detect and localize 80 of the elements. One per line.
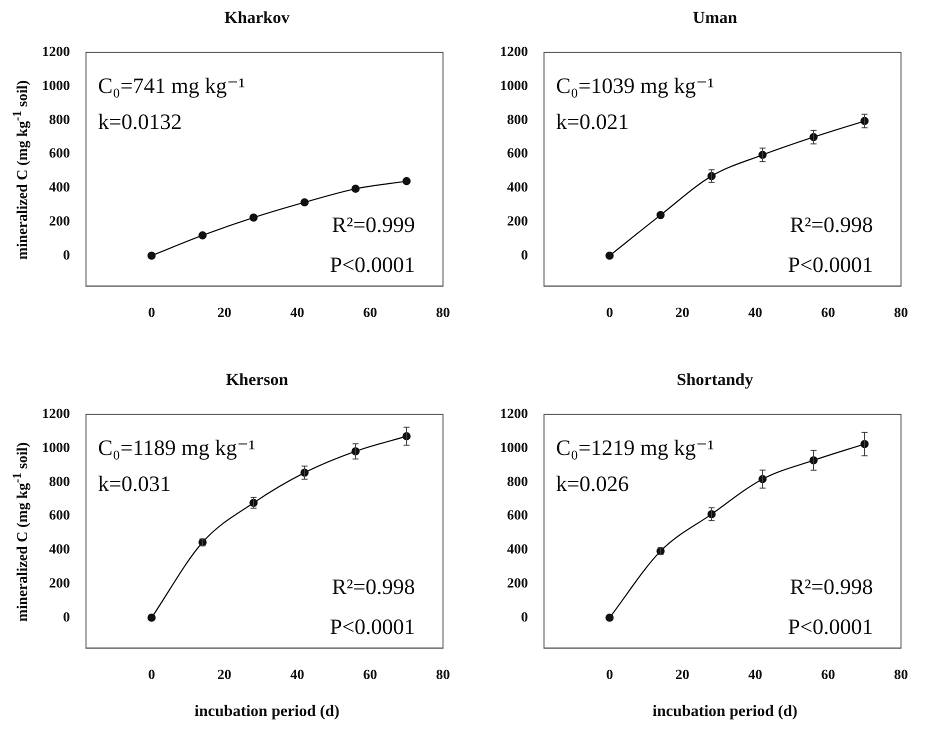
x-tick-label: 20 xyxy=(675,668,690,684)
x-axis-title: incubation period (d) xyxy=(652,702,798,722)
y-tick-label: 1200 xyxy=(500,407,528,422)
annotation: R²=0.998 xyxy=(790,212,873,237)
chart-title: Uman xyxy=(692,8,738,29)
annotation: k=0.0132 xyxy=(98,109,182,134)
x-axis-title: incubation period (d) xyxy=(194,702,340,722)
point xyxy=(605,252,614,260)
x-tick-label: 20 xyxy=(675,306,690,322)
point xyxy=(147,614,156,622)
chart-title: Shortandy xyxy=(676,370,754,391)
y-tick-label: 0 xyxy=(63,610,70,626)
y-tick-label: 800 xyxy=(49,474,70,490)
x-tick-label: 40 xyxy=(748,306,762,322)
x-tick-label: 80 xyxy=(436,668,450,684)
point xyxy=(147,252,156,260)
x-tick-label: 80 xyxy=(436,306,450,322)
y-tick-label: 1000 xyxy=(500,78,528,94)
annotation: k=0.026 xyxy=(556,471,629,496)
x-tick-label: 40 xyxy=(290,668,304,684)
y-tick-label: 1000 xyxy=(42,78,70,94)
x-tick-label: 20 xyxy=(217,306,232,322)
point xyxy=(249,213,258,222)
x-tick-label: 60 xyxy=(821,668,836,684)
annotation: R²=0.998 xyxy=(790,574,873,599)
y-tick-label: 800 xyxy=(507,474,528,490)
x-tick-label: 0 xyxy=(606,668,614,684)
annotation: C₀=1189 mg kg⁻¹ xyxy=(98,435,256,460)
y-tick-label: 1200 xyxy=(42,45,70,60)
y-tick-label: 400 xyxy=(49,542,70,558)
y-tick-label: 200 xyxy=(49,576,70,592)
y-tick-label: 800 xyxy=(507,112,528,128)
annotation: P<0.0001 xyxy=(330,614,415,639)
y-tick-label: 0 xyxy=(63,248,70,264)
annotation: k=0.021 xyxy=(556,109,629,134)
annotation: R²=0.998 xyxy=(332,574,415,599)
point xyxy=(605,614,614,622)
point xyxy=(198,231,207,240)
y-tick-label: 600 xyxy=(507,146,528,162)
y-tick-label: 200 xyxy=(507,214,528,230)
annotation: C₀=1039 mg kg⁻¹ xyxy=(556,73,714,98)
point xyxy=(351,184,360,193)
x-tick-label: 60 xyxy=(363,668,378,684)
y-tick-label: 1000 xyxy=(42,440,70,456)
x-tick-label: 80 xyxy=(894,668,908,684)
x-tick-label: 0 xyxy=(148,306,156,322)
x-tick-label: 40 xyxy=(290,306,304,322)
y-tick-label: 800 xyxy=(49,112,70,128)
y-tick-label: 0 xyxy=(521,610,528,626)
y-tick-label: 0 xyxy=(521,248,528,264)
y-tick-label: 1200 xyxy=(42,407,70,422)
annotation: C₀=741 mg kg⁻¹ xyxy=(98,73,246,98)
annotation: k=0.031 xyxy=(98,471,171,496)
point xyxy=(402,177,411,186)
y-tick-label: 400 xyxy=(507,542,528,558)
point xyxy=(656,210,665,220)
y-tick-label: 200 xyxy=(507,576,528,592)
y-tick-label: 400 xyxy=(507,180,528,196)
y-tick-label: 200 xyxy=(49,214,70,230)
annotation: P<0.0001 xyxy=(330,252,415,277)
y-tick-label: 600 xyxy=(49,508,70,524)
point xyxy=(300,198,309,206)
x-tick-label: 20 xyxy=(217,668,232,684)
y-tick-label: 1000 xyxy=(500,440,528,456)
annotation: C₀=1219 mg kg⁻¹ xyxy=(556,435,714,460)
x-tick-label: 80 xyxy=(894,306,908,322)
x-tick-label: 0 xyxy=(606,306,614,322)
chart-title: Kharkov xyxy=(223,8,291,29)
annotation: R²=0.999 xyxy=(332,212,415,237)
x-tick-label: 0 xyxy=(148,668,156,684)
chart-title: Kherson xyxy=(224,370,290,391)
y-tick-label: 1200 xyxy=(500,45,528,60)
y-tick-label: 400 xyxy=(49,180,70,196)
annotation: P<0.0001 xyxy=(788,614,873,639)
y-tick-label: 600 xyxy=(49,146,70,162)
y-tick-label: 600 xyxy=(507,508,528,524)
annotation: P<0.0001 xyxy=(788,252,873,277)
x-tick-label: 60 xyxy=(821,306,836,322)
x-tick-label: 40 xyxy=(748,668,762,684)
x-tick-label: 60 xyxy=(363,306,378,322)
